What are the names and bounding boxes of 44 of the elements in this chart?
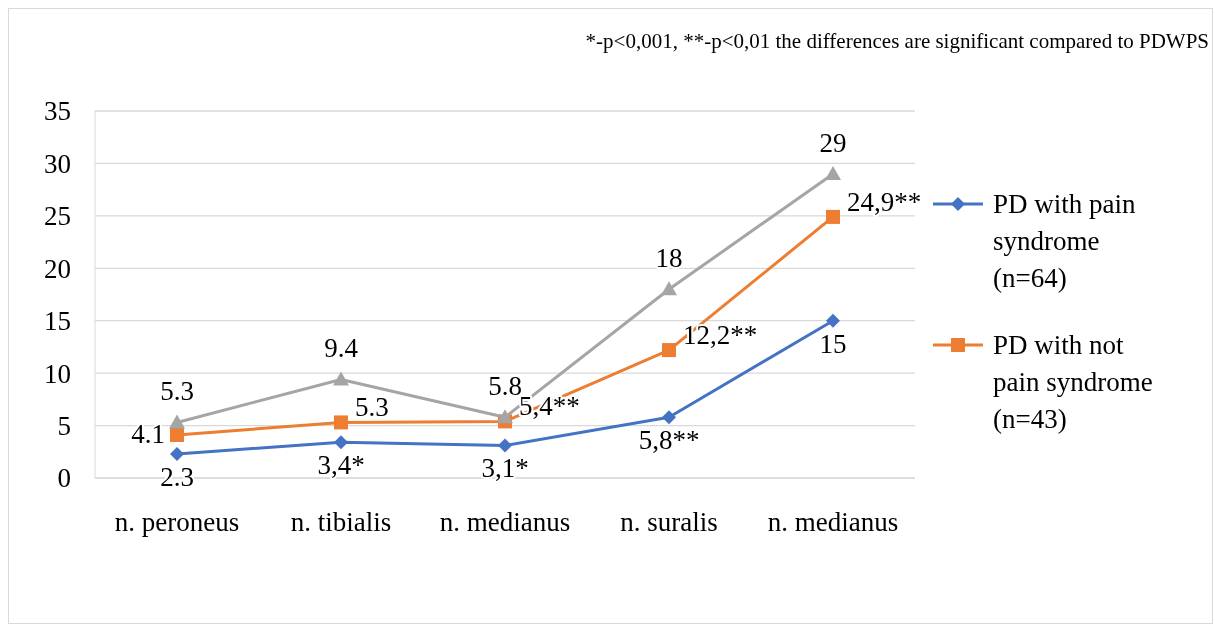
data-label: 12,2** [683,320,758,351]
point [661,281,677,296]
y-tick-label: 35 [44,96,71,127]
data-label: 5.3 [355,392,389,423]
point [169,414,185,429]
point [825,165,841,180]
data-label: 15 [819,328,847,359]
point [170,428,184,443]
x-tick-label: n. suralis [620,507,718,537]
point [662,410,676,425]
y-tick-label: 20 [44,253,71,284]
point [826,209,840,224]
y-tick-label: 0 [57,463,71,494]
data-label: 3,4* [317,450,365,481]
x-tick-label: n. peroneus [114,507,240,537]
point [334,415,348,430]
y-tick-label: 15 [44,306,71,337]
data-label: 3,1* [481,453,529,484]
legend-label: PD with pain syndrome (n=64) [993,189,1136,293]
data-label: 5.3 [160,376,194,407]
y-tick-label: 5 [57,411,71,442]
point [826,313,840,328]
data-label: 9.4 [324,333,359,364]
point [498,438,512,453]
data-label: 24,9** [847,186,922,217]
point [334,435,348,450]
data-label: 5.8 [488,371,522,402]
data-label: 29 [819,127,847,158]
y-tick-label: 30 [44,148,71,179]
data-label: 2.3 [160,461,194,492]
point [497,409,513,424]
data-label: 18 [655,243,683,274]
y-tick-label: 25 [44,201,71,232]
point [170,446,184,461]
point [333,371,349,386]
x-tick-label: n. medianus [767,507,899,537]
data-label: 5,8** [638,425,700,456]
text: *-p<0,001, **-p<0,01 the differences are significant compared to PDWPS [585,29,1209,53]
point [662,343,676,358]
x-tick-label: n. medianus [439,507,571,537]
x-tick-label: n. tibialis [290,507,392,537]
y-tick-label: 10 [44,358,71,389]
data-label: 4.1 [131,419,165,450]
legend-label: PD with not pain syndrome (n=43) [993,330,1153,434]
